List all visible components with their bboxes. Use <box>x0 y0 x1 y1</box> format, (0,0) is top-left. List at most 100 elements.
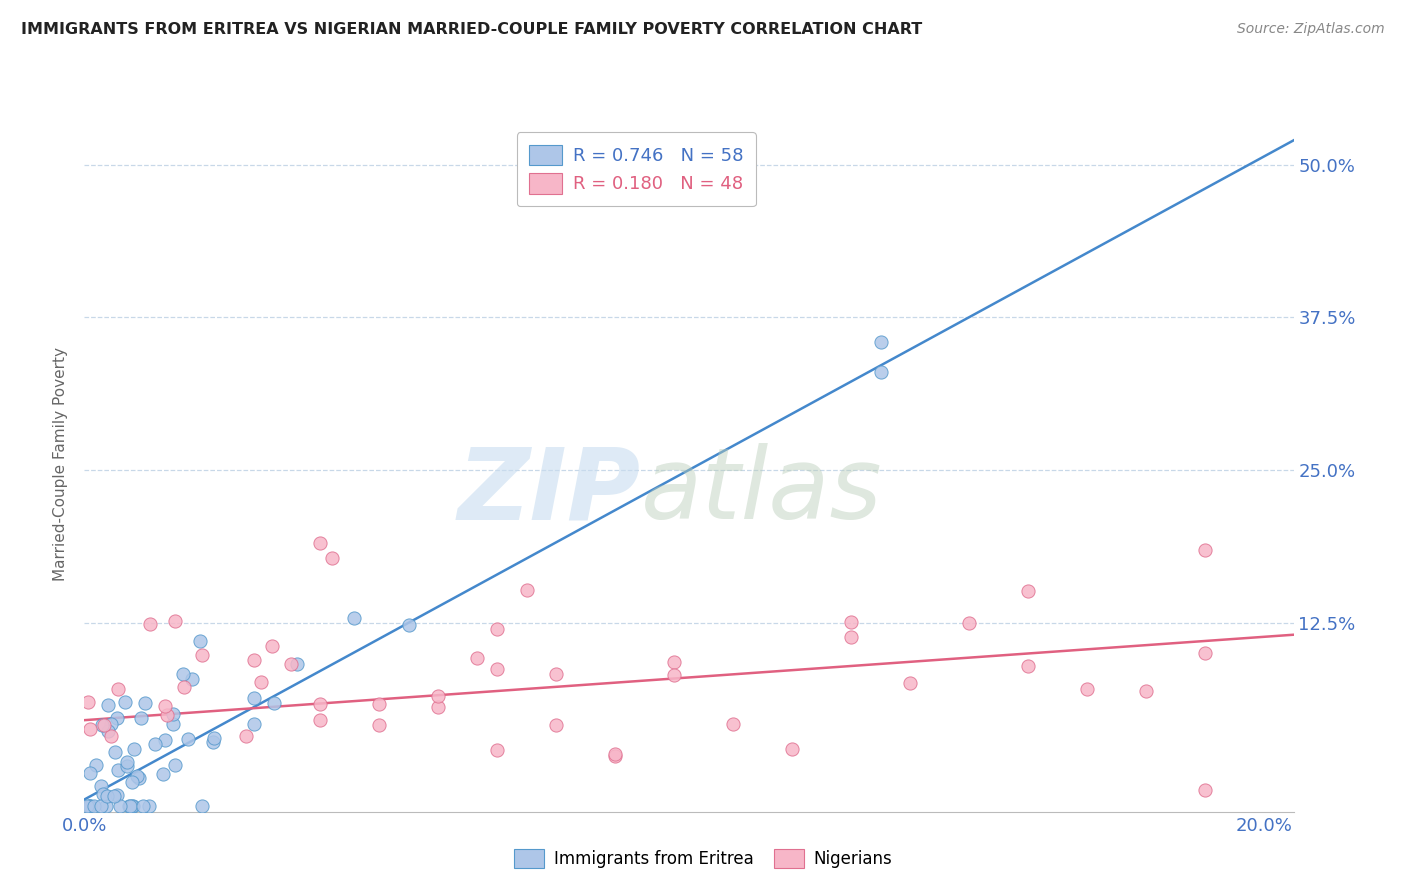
Point <box>191 648 214 662</box>
Point <box>97 724 120 739</box>
Point <box>108 798 131 813</box>
Point <box>128 771 150 785</box>
Point <box>125 768 148 782</box>
Point <box>321 550 343 565</box>
Text: ZIP: ZIP <box>457 443 641 541</box>
Point <box>79 722 101 736</box>
Point <box>605 747 627 761</box>
Point <box>1194 782 1216 797</box>
Point <box>486 662 509 676</box>
Point <box>76 798 98 813</box>
Point <box>84 757 107 772</box>
Point <box>115 759 138 773</box>
Point <box>115 756 138 770</box>
Point <box>121 798 143 813</box>
Point <box>1135 684 1157 698</box>
Point <box>427 700 450 714</box>
Point <box>103 789 125 804</box>
Point <box>202 731 225 745</box>
Point <box>664 656 686 670</box>
Point <box>368 718 391 732</box>
Point <box>121 775 143 789</box>
Point <box>107 681 129 696</box>
Text: IMMIGRANTS FROM ERITREA VS NIGERIAN MARRIED-COUPLE FAMILY POVERTY CORRELATION CH: IMMIGRANTS FROM ERITREA VS NIGERIAN MARR… <box>21 22 922 37</box>
Point <box>546 718 568 732</box>
Point <box>427 689 450 703</box>
Point <box>260 639 283 653</box>
Point <box>664 668 686 682</box>
Point <box>191 798 214 813</box>
Point <box>152 766 174 780</box>
Y-axis label: Married-Couple Family Poverty: Married-Couple Family Poverty <box>53 347 69 581</box>
Point <box>162 717 184 731</box>
Point <box>97 698 120 712</box>
Point <box>280 657 302 671</box>
Point <box>516 582 538 597</box>
Point <box>957 615 980 630</box>
Point <box>132 798 155 813</box>
Point <box>162 706 184 721</box>
Point <box>143 737 166 751</box>
Point <box>77 695 100 709</box>
Point <box>839 630 862 644</box>
Point <box>1194 646 1216 660</box>
Point <box>465 650 488 665</box>
Point <box>122 741 145 756</box>
Point <box>869 335 891 350</box>
Point <box>79 798 101 813</box>
Point <box>83 798 105 813</box>
Legend: R = 0.746   N = 58, R = 0.180   N = 48: R = 0.746 N = 58, R = 0.180 N = 48 <box>516 132 755 206</box>
Point <box>1194 542 1216 557</box>
Point <box>250 675 273 690</box>
Text: Source: ZipAtlas.com: Source: ZipAtlas.com <box>1237 22 1385 37</box>
Point <box>90 798 112 813</box>
Point <box>839 615 862 629</box>
Point <box>780 741 803 756</box>
Point <box>242 653 264 667</box>
Point <box>79 798 101 813</box>
Point <box>139 616 162 631</box>
Point <box>165 614 187 628</box>
Point <box>180 673 202 687</box>
Point <box>235 729 257 743</box>
Point <box>90 779 112 793</box>
Point <box>105 711 128 725</box>
Point <box>153 732 176 747</box>
Point <box>869 365 891 379</box>
Point <box>721 717 744 731</box>
Point <box>79 765 101 780</box>
Legend: Immigrants from Eritrea, Nigerians: Immigrants from Eritrea, Nigerians <box>508 842 898 875</box>
Point <box>898 676 921 690</box>
Point <box>134 696 156 710</box>
Point <box>202 735 225 749</box>
Point <box>100 716 122 731</box>
Point <box>100 729 122 743</box>
Point <box>104 745 127 759</box>
Point <box>165 757 187 772</box>
Point <box>243 717 266 731</box>
Point <box>285 657 308 671</box>
Point <box>309 536 332 550</box>
Point <box>309 697 332 711</box>
Point <box>156 708 179 723</box>
Point <box>153 698 176 713</box>
Point <box>1017 583 1039 598</box>
Point <box>188 634 211 648</box>
Point <box>129 711 152 725</box>
Point <box>546 667 568 681</box>
Point <box>172 667 194 681</box>
Text: atlas: atlas <box>641 443 882 541</box>
Point <box>398 618 420 632</box>
Point <box>96 798 118 813</box>
Point <box>1017 659 1039 673</box>
Point <box>118 798 141 813</box>
Point <box>1076 682 1098 697</box>
Point <box>93 717 115 731</box>
Point <box>122 798 145 813</box>
Point <box>96 789 118 804</box>
Point <box>91 787 114 801</box>
Point <box>486 622 509 636</box>
Point <box>91 717 114 731</box>
Point <box>107 763 129 777</box>
Point <box>177 732 200 747</box>
